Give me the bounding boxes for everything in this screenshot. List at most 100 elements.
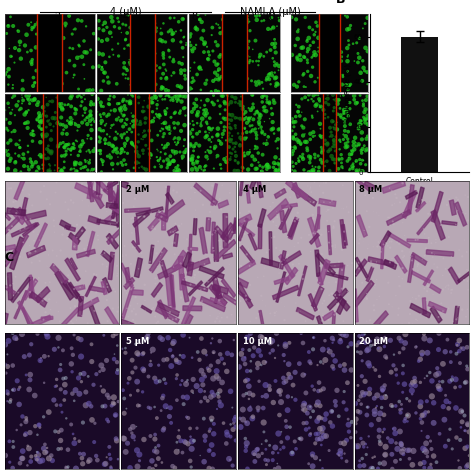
Point — [389, 218, 397, 225]
Point — [152, 67, 160, 74]
Point — [257, 361, 265, 369]
Point — [439, 286, 447, 293]
Point — [234, 114, 241, 122]
Point — [70, 199, 77, 207]
Point — [337, 439, 345, 447]
Polygon shape — [106, 180, 118, 190]
Point — [272, 444, 279, 451]
Point — [60, 105, 67, 113]
Point — [392, 402, 400, 410]
Point — [148, 457, 156, 465]
Point — [216, 398, 223, 405]
Point — [334, 100, 341, 108]
Point — [52, 109, 59, 116]
Point — [347, 219, 355, 227]
Point — [428, 377, 436, 385]
Point — [192, 102, 200, 110]
Point — [262, 456, 269, 464]
Point — [331, 125, 338, 132]
Point — [67, 197, 75, 204]
Point — [71, 302, 79, 310]
Point — [201, 134, 209, 141]
Point — [269, 346, 276, 354]
Point — [107, 465, 115, 472]
Point — [46, 168, 53, 175]
Point — [24, 142, 32, 150]
Point — [242, 18, 249, 26]
Point — [9, 386, 16, 394]
Point — [40, 316, 47, 323]
Point — [155, 160, 163, 168]
Point — [128, 109, 135, 117]
Point — [333, 294, 340, 301]
Point — [71, 119, 79, 127]
Point — [413, 317, 421, 324]
Point — [50, 123, 57, 130]
Point — [43, 444, 51, 452]
Point — [51, 115, 59, 122]
Point — [89, 179, 96, 186]
Point — [372, 288, 379, 295]
Point — [398, 442, 405, 449]
Polygon shape — [210, 298, 226, 305]
Polygon shape — [273, 285, 299, 300]
Point — [42, 74, 50, 82]
Point — [222, 82, 230, 89]
Point — [44, 101, 51, 109]
Point — [223, 159, 231, 166]
Point — [337, 48, 345, 56]
Point — [114, 40, 122, 47]
Point — [259, 243, 266, 251]
Point — [144, 77, 152, 85]
Point — [328, 267, 336, 275]
Point — [321, 162, 328, 170]
Polygon shape — [110, 181, 126, 210]
Point — [196, 16, 204, 23]
Polygon shape — [240, 246, 254, 263]
Point — [274, 136, 282, 143]
Point — [278, 258, 285, 265]
Point — [153, 414, 161, 422]
Point — [118, 250, 126, 258]
Point — [179, 153, 187, 160]
Point — [167, 93, 174, 101]
Point — [152, 274, 159, 282]
Point — [9, 438, 17, 445]
Point — [143, 333, 151, 341]
Point — [254, 360, 262, 367]
Polygon shape — [135, 217, 139, 245]
Point — [299, 406, 306, 413]
Point — [131, 57, 139, 64]
Point — [127, 24, 134, 31]
Point — [354, 99, 361, 106]
Polygon shape — [8, 273, 12, 300]
Point — [330, 137, 338, 145]
Point — [364, 47, 372, 55]
Point — [69, 116, 77, 123]
Point — [46, 64, 53, 72]
Point — [300, 166, 308, 173]
Point — [275, 161, 283, 169]
Point — [103, 228, 111, 236]
Point — [216, 110, 224, 118]
Point — [359, 97, 366, 104]
Point — [254, 407, 262, 415]
Point — [344, 86, 352, 94]
Point — [259, 164, 266, 171]
Point — [10, 92, 18, 100]
Point — [58, 152, 65, 160]
Point — [162, 380, 170, 387]
Point — [21, 110, 28, 118]
Point — [383, 240, 391, 247]
Point — [307, 413, 314, 421]
Point — [6, 438, 13, 445]
Point — [174, 138, 182, 146]
Point — [408, 252, 416, 260]
Point — [259, 85, 267, 92]
Point — [124, 186, 132, 193]
Point — [227, 149, 234, 157]
Point — [387, 438, 395, 445]
Point — [432, 239, 439, 246]
Point — [255, 114, 263, 122]
Point — [58, 100, 65, 108]
